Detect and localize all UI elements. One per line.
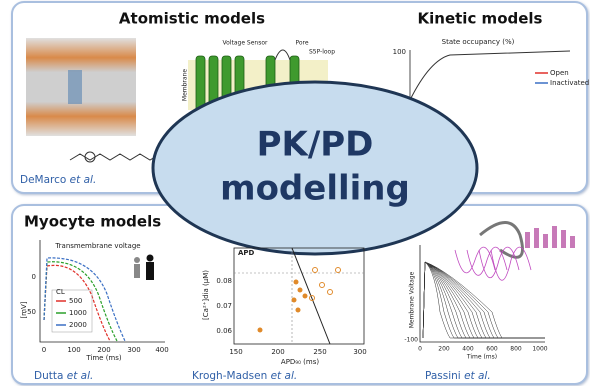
legend-label: 1000	[69, 309, 87, 317]
axis-label: Time (ms)	[85, 354, 122, 362]
chart-title: State occupancy (%)	[442, 38, 515, 46]
axis-label: Membrane Voltage	[409, 271, 416, 328]
structure-label: Voltage Sensor	[223, 40, 269, 47]
tick-label: 1000	[532, 346, 547, 353]
tick-label: 400	[462, 346, 474, 353]
citation: DeMarco et al.	[20, 174, 96, 186]
legend-label: 500	[69, 297, 82, 305]
citation: Dutta et al.	[34, 370, 93, 382]
axis-label: APD₉₀ (ms)	[281, 358, 319, 366]
tick-label: 300	[127, 346, 140, 354]
axis-label: Time (ms)	[466, 354, 497, 361]
tick-label: 200	[97, 346, 110, 354]
structure-label: S5P-loop	[309, 49, 335, 56]
panel-title: Myocyte models	[24, 213, 161, 231]
tick-label: 0	[418, 346, 422, 353]
chart-title: Transmembrane voltage	[54, 242, 140, 250]
tick-label: 0.07	[216, 302, 232, 310]
center-label: PK/PD	[257, 125, 374, 165]
tick-label: 800	[510, 346, 522, 353]
tick-label: 400	[155, 346, 168, 354]
legend-label: Inactivated	[550, 79, 589, 87]
axis-label: [mV]	[20, 301, 28, 318]
legend-title: CL	[56, 288, 65, 296]
tick-label: 600	[486, 346, 498, 353]
figure: Atomistic models Kinetic models DeMarco …	[0, 0, 590, 386]
tick-label: 300	[353, 348, 366, 356]
tick-label: 150	[229, 348, 242, 356]
tick-label: 250	[313, 348, 326, 356]
tick-label: 200	[438, 346, 450, 353]
annotation: APD	[238, 249, 255, 257]
panel-title: Kinetic models	[418, 10, 543, 28]
panel-title: Atomistic models	[119, 10, 265, 28]
membrane-image	[26, 38, 136, 136]
tick-label: 0.08	[216, 277, 232, 285]
structure-label: Membrane	[182, 69, 189, 101]
citation: Passini et al.	[425, 370, 491, 382]
center-label: modelling	[220, 169, 410, 209]
tick-label: 100	[393, 48, 406, 56]
tick-label: 200	[271, 348, 284, 356]
tick-label: 100	[67, 346, 80, 354]
legend-label: Open	[550, 69, 569, 77]
tick-label: 0	[32, 273, 36, 281]
axis-label: [Ca²⁺]dia (μM)	[202, 270, 210, 320]
tick-label: 0.06	[216, 327, 232, 335]
structure-label: Pore	[295, 40, 308, 47]
tick-label: 0	[42, 346, 46, 354]
citation: Krogh-Madsen et al.	[192, 370, 297, 382]
legend-label: 2000	[69, 321, 87, 329]
tick-label: -100	[404, 337, 418, 344]
